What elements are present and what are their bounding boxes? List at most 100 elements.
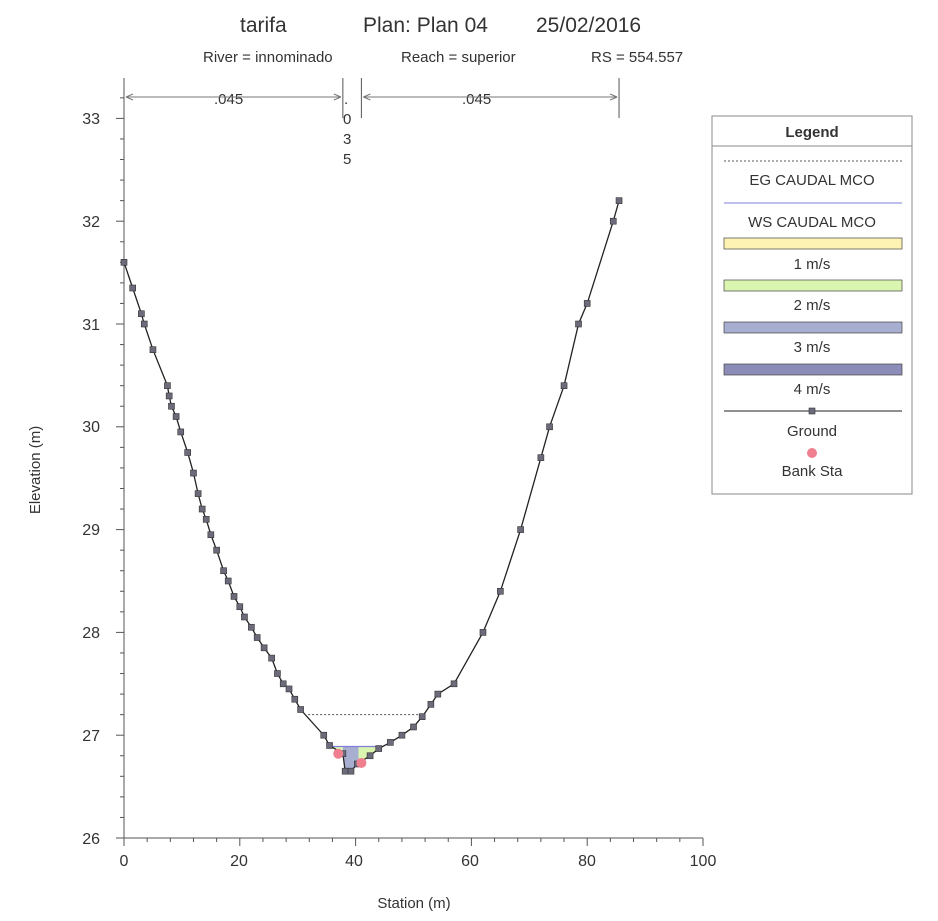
ground-point <box>609 217 617 225</box>
manning-channel-digit-1: 0 <box>343 111 351 128</box>
legend-bank-marker <box>807 448 817 458</box>
ground-point <box>268 654 275 662</box>
manning-left-label: .045 <box>214 91 243 108</box>
y-tick-label: 26 <box>82 831 100 848</box>
ground-point <box>213 546 220 554</box>
ground-point <box>236 603 244 611</box>
ground-point <box>375 745 383 752</box>
ground-point <box>248 623 255 631</box>
manning-right-label: .045 <box>462 91 491 108</box>
subtitle-rs: RS = 554.557 <box>591 49 683 66</box>
ground-point <box>274 670 281 677</box>
ground-point <box>253 634 261 641</box>
ground-point <box>517 526 524 533</box>
legend: Legend EG CAUDAL MCO WS CAUDAL MCO 1 m/s… <box>711 115 913 495</box>
ground-point <box>285 685 293 693</box>
ground-point <box>479 629 487 636</box>
legend-4ms-label: 4 m/s <box>794 381 831 398</box>
y-tick-label: 32 <box>82 214 100 231</box>
x-tick-label: 40 <box>345 853 363 870</box>
y-tick-label: 31 <box>82 317 100 334</box>
x-tick-label: 60 <box>461 853 479 870</box>
legend-bank-label: Bank Sta <box>782 463 844 480</box>
bank-station-marker <box>333 748 344 759</box>
manning-channel-digit-2: 3 <box>343 131 351 148</box>
plot-area <box>116 78 704 846</box>
bank-station-marker <box>356 757 367 768</box>
x-tick-label: 80 <box>578 853 596 870</box>
ground-point <box>164 382 171 389</box>
y-tick-label: 30 <box>82 419 100 436</box>
ground-point <box>341 767 349 775</box>
legend-box <box>711 115 913 495</box>
manning-left-arrow-head-left <box>125 93 134 101</box>
ground-point <box>165 392 173 400</box>
ground-point <box>202 516 210 523</box>
ground-point <box>241 613 248 621</box>
y-tick-label: 27 <box>82 728 100 745</box>
ground-point <box>220 567 227 575</box>
ground-point <box>450 680 458 688</box>
ground-point <box>427 701 435 708</box>
ground-point <box>291 695 299 703</box>
legend-ws-label: WS CAUDAL MCO <box>748 214 876 231</box>
ground-point <box>537 454 545 461</box>
ground-point <box>279 680 287 688</box>
ground-point <box>230 593 238 600</box>
ground-point <box>320 731 328 739</box>
legend-1ms-label: 1 m/s <box>794 256 831 273</box>
ground-point <box>149 346 157 354</box>
ground-point <box>207 531 215 539</box>
ground-point <box>434 690 442 698</box>
ground-point <box>615 197 623 204</box>
ground-point <box>366 752 374 760</box>
ground-point <box>326 742 333 749</box>
y-tick-label: 28 <box>82 625 100 642</box>
legend-3ms-label: 3 m/s <box>794 339 831 356</box>
legend-ground-marker <box>808 407 816 415</box>
legend-ground-label: Ground <box>787 423 837 440</box>
legend-3ms-swatch <box>723 321 903 334</box>
legend-eg-label: EG CAUDAL MCO <box>749 172 874 189</box>
ground-point <box>177 428 185 436</box>
legend-4ms-swatch <box>723 363 903 376</box>
legend-2ms-label: 2 m/s <box>794 297 831 314</box>
ground-point <box>120 259 128 266</box>
ground-point <box>138 310 145 318</box>
ground-point <box>418 713 426 720</box>
ground-point <box>190 469 197 477</box>
ground-point <box>168 402 175 410</box>
x-axis-title: Station (m) <box>377 895 450 912</box>
ground-point <box>387 739 394 746</box>
ground-point <box>497 587 504 595</box>
manning-channel-dot: . <box>344 91 348 108</box>
ground-point <box>398 731 406 739</box>
ground-point <box>260 644 268 652</box>
manning-right-arrow-head-right <box>609 93 618 101</box>
subtitle-reach: Reach = superior <box>401 49 516 66</box>
ground-point <box>546 423 553 431</box>
ground-point <box>224 577 232 585</box>
manning-left-arrow-head-right <box>333 93 342 101</box>
x-tick-label: 100 <box>690 853 717 870</box>
legend-2ms-swatch <box>723 279 903 292</box>
y-tick-label: 33 <box>82 111 100 128</box>
y-tick-label: 29 <box>82 522 100 539</box>
title-date: 25/02/2016 <box>536 14 641 37</box>
manning-channel-digit-3: 5 <box>343 151 351 168</box>
ground-point <box>560 382 568 389</box>
ground-line <box>123 200 620 772</box>
ground-point <box>194 490 202 497</box>
manning-right-arrow-head-left <box>363 93 371 101</box>
ground-point <box>347 767 355 775</box>
ground-point <box>129 284 136 292</box>
title-plan: Plan: Plan 04 <box>363 14 488 37</box>
subtitle-river: River = innominado <box>203 49 333 66</box>
ground-point <box>172 413 180 420</box>
ground-point <box>583 300 591 307</box>
x-tick-label: 20 <box>230 853 248 870</box>
ground-point <box>410 723 417 731</box>
y-axis-title: Elevation (m) <box>27 426 44 514</box>
ground-point <box>140 320 148 328</box>
